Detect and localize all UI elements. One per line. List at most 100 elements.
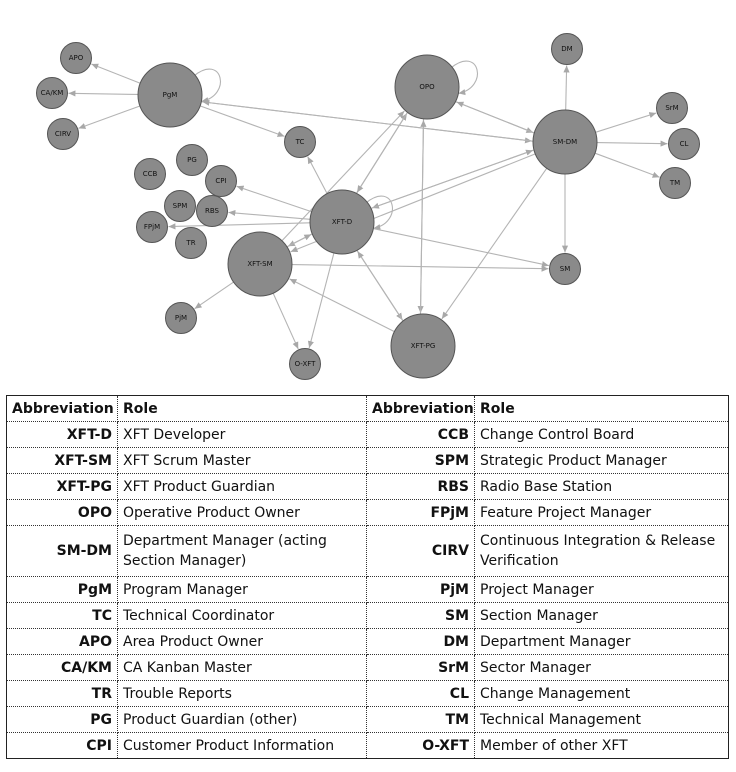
role-cell: Product Guardian (other) [117, 706, 367, 733]
abbreviation-cell: O-XFT [366, 732, 475, 759]
abbreviation-cell: CA/KM [6, 654, 118, 681]
table-row: SM-DM Department Manager (acting Section … [6, 525, 729, 577]
edge-SMDM-to-CL [596, 140, 668, 147]
abbreviation-cell: TC [6, 602, 118, 629]
edge-XFTSM-to-PjM [194, 281, 234, 310]
table-row: CA/KM CA Kanban Master SrM Sector Manager [6, 654, 729, 681]
node-label: PjM [175, 314, 187, 322]
abbreviation-cell: TM [366, 706, 475, 733]
edge-SMDM-to-TM [594, 152, 660, 178]
abbreviation-cell: CL [366, 680, 475, 707]
node-circle [205, 165, 237, 197]
node-rbs: RBS [196, 195, 228, 227]
abbreviation-cell: PjM [366, 576, 475, 603]
edge-XFTD-to-XFTD [365, 195, 393, 231]
abbreviation-cell: XFT-SM [6, 447, 118, 474]
node-circle [551, 33, 583, 65]
node-circle [309, 189, 375, 255]
node-cakm: CA/KM [36, 77, 68, 109]
node-circle [137, 62, 203, 128]
node-fpjm: FPjM [136, 211, 168, 243]
role-cell: Member of other XFT [474, 732, 729, 759]
edge-PgM-to-APO [91, 63, 141, 84]
node-pg: PG [176, 144, 208, 176]
nodes-layer: APO CA/KM CIRV PgM TC OPO DM SrM SM-DM CL TM PG CCB C… [36, 33, 700, 380]
node-label: OPO [419, 83, 435, 91]
abbreviation-cell: PgM [6, 576, 118, 603]
node-label: DM [561, 45, 572, 53]
table-row: TR Trouble Reports CL Change Management [6, 680, 729, 707]
node-circle [227, 231, 293, 297]
edge-SMDM-to-PgM [202, 99, 533, 142]
abbreviation-cell: CIRV [366, 525, 475, 577]
abbreviation-cell: APO [6, 628, 118, 655]
node-xftsm: XFT-SM [227, 231, 293, 297]
node-label: TC [295, 138, 305, 146]
node-apo: APO [60, 42, 92, 74]
edge-OPO-to-OPO [450, 60, 478, 96]
table-body: XFT-D XFT Developer CCB Change Control Boar… [6, 421, 729, 759]
edge-SMDM-to-XFTPG [441, 167, 548, 320]
node-label: FPjM [144, 223, 160, 231]
table-row: PgM Program Manager PjM Project Manager [6, 576, 729, 603]
node-tc: TC [284, 126, 316, 158]
node-circle [136, 211, 168, 243]
node-circle [668, 128, 700, 160]
node-label: XFT-PG [411, 342, 436, 350]
node-circle [532, 109, 598, 175]
abbreviation-cell: XFT-PG [6, 473, 118, 500]
node-label: CIRV [55, 130, 71, 138]
node-circle [165, 302, 197, 334]
node-smdm: SM-DM [532, 109, 598, 175]
role-cell: Strategic Product Manager [474, 447, 729, 474]
node-label: CPI [215, 177, 226, 185]
role-cell: XFT Scrum Master [117, 447, 367, 474]
edge-XFTSM-to-SM [291, 263, 549, 272]
edge-PgM-to-TC [199, 105, 285, 137]
edge-XFTD-to-SM [373, 228, 549, 268]
node-cpi: CPI [205, 165, 237, 197]
abbreviation-cell: FPjM [366, 499, 475, 526]
node-label: SPM [173, 202, 188, 210]
role-cell: Radio Base Station [474, 473, 729, 500]
node-label: SM-DM [553, 138, 577, 146]
column-header-abbreviation-2: Abbreviation [366, 395, 475, 422]
node-dm: DM [551, 33, 583, 65]
node-label: SrM [665, 104, 678, 112]
node-pgm: PgM [137, 62, 203, 128]
role-cell: Department Manager [474, 628, 729, 655]
role-cell: Feature Project Manager [474, 499, 729, 526]
node-label: PG [187, 156, 197, 164]
table-row: XFT-SM XFT Scrum Master SPM Strategic Produ… [6, 447, 729, 474]
role-cell: XFT Developer [117, 421, 367, 448]
node-circle [196, 195, 228, 227]
node-circle [134, 158, 166, 190]
role-cell: Project Manager [474, 576, 729, 603]
role-cell: Department Manager (acting Section Manag… [117, 525, 367, 577]
node-label: XFT-SM [247, 260, 272, 268]
abbreviation-cell: OPO [6, 499, 118, 526]
edge-XFTPG-to-XFTD [357, 250, 404, 322]
table-header-row: Abbreviation Role Abbreviation Role [6, 395, 729, 422]
abbreviation-cell: TR [6, 680, 118, 707]
node-label: TR [185, 239, 195, 247]
role-cell: Program Manager [117, 576, 367, 603]
node-circle [390, 313, 456, 379]
node-circle [176, 144, 208, 176]
node-label: XFT-D [332, 218, 352, 226]
role-cell: Change Management [474, 680, 729, 707]
role-cell: Area Product Owner [117, 628, 367, 655]
table-row: TC Technical Coordinator SM Section Manager [6, 602, 729, 629]
node-label: TM [669, 179, 680, 187]
edge-XFTD-to-OXFT [307, 252, 335, 349]
node-circle [60, 42, 92, 74]
node-tr: TR [175, 227, 207, 259]
table-row: OPO Operative Product Owner FPjM Feature Pr… [6, 499, 729, 526]
node-circle [549, 253, 581, 285]
node-tm: TM [659, 167, 691, 199]
abbreviation-cell: RBS [366, 473, 475, 500]
role-cell: CA Kanban Master [117, 654, 367, 681]
edge-SMDM-to-SrM [595, 112, 657, 133]
edge-XFTD-to-FPjM [168, 222, 311, 230]
role-cell: Operative Product Owner [117, 499, 367, 526]
